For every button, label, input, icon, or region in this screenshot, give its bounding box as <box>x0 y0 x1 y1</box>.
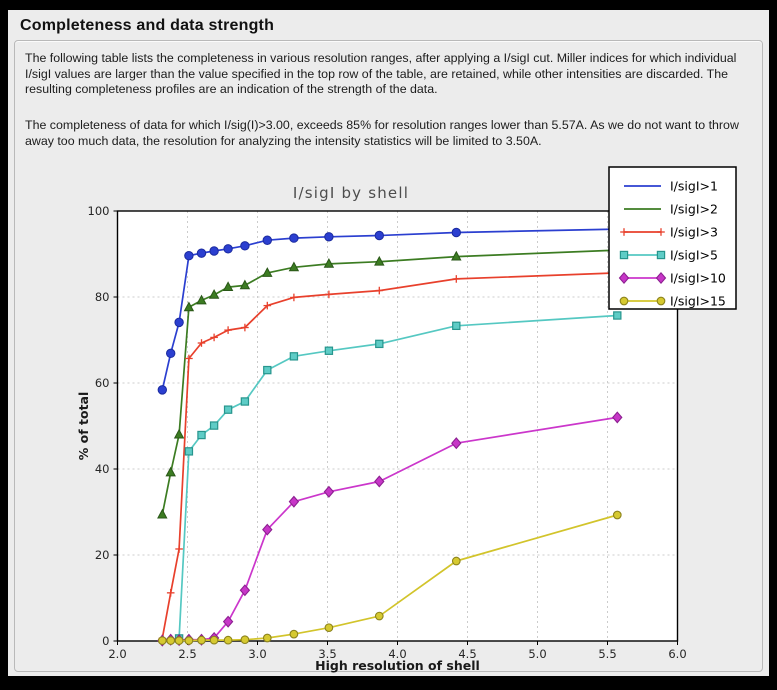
svg-text:60: 60 <box>95 376 110 390</box>
svg-text:4.5: 4.5 <box>458 647 476 661</box>
svg-text:100: 100 <box>88 204 110 218</box>
svg-text:% of total: % of total <box>76 392 91 461</box>
svg-text:I/sigI>1: I/sigI>1 <box>670 179 718 194</box>
content-groupbox <box>14 40 763 672</box>
svg-text:5.5: 5.5 <box>598 647 616 661</box>
completeness-chart-svg: 2.0 2.5 3.0 3.5 4.0 4.5 5.0 5.5 6.0 0 20 40 60 80 100 I… <box>76 166 737 673</box>
svg-text:I/sigI>10: I/sigI>10 <box>670 271 726 286</box>
svg-text:5.0: 5.0 <box>528 647 546 661</box>
svg-text:High resolution of shell: High resolution of shell <box>315 658 480 673</box>
svg-text:2.5: 2.5 <box>178 647 196 661</box>
intro-paragraph: The following table lists the completene… <box>25 51 737 97</box>
svg-text:I/sigI>2: I/sigI>2 <box>670 202 718 217</box>
svg-text:I/sigI by shell: I/sigI by shell <box>293 184 409 202</box>
page-title: Completeness and data strength <box>20 17 275 34</box>
svg-text:4.0: 4.0 <box>388 647 406 661</box>
svg-text:40: 40 <box>95 462 110 476</box>
svg-text:3.0: 3.0 <box>248 647 266 661</box>
resolution-cut-paragraph: The completeness of data for which I/sig… <box>25 118 739 148</box>
svg-text:80: 80 <box>95 290 110 304</box>
svg-text:I/sigI>5: I/sigI>5 <box>670 248 718 263</box>
svg-text:0: 0 <box>102 634 109 648</box>
report-panel: Completeness and data strength The follo… <box>8 10 769 676</box>
svg-text:3.5: 3.5 <box>318 647 336 661</box>
svg-text:I/sigI>15: I/sigI>15 <box>670 294 726 309</box>
svg-text:6.0: 6.0 <box>668 647 686 661</box>
svg-text:I/sigI>3: I/sigI>3 <box>670 225 718 240</box>
completeness-chart: 2.0 2.5 3.0 3.5 4.0 4.5 5.0 5.5 6.0 0 20 40 60 80 100 I… <box>60 158 760 673</box>
svg-text:2.0: 2.0 <box>108 647 126 661</box>
svg-text:20: 20 <box>95 548 110 562</box>
